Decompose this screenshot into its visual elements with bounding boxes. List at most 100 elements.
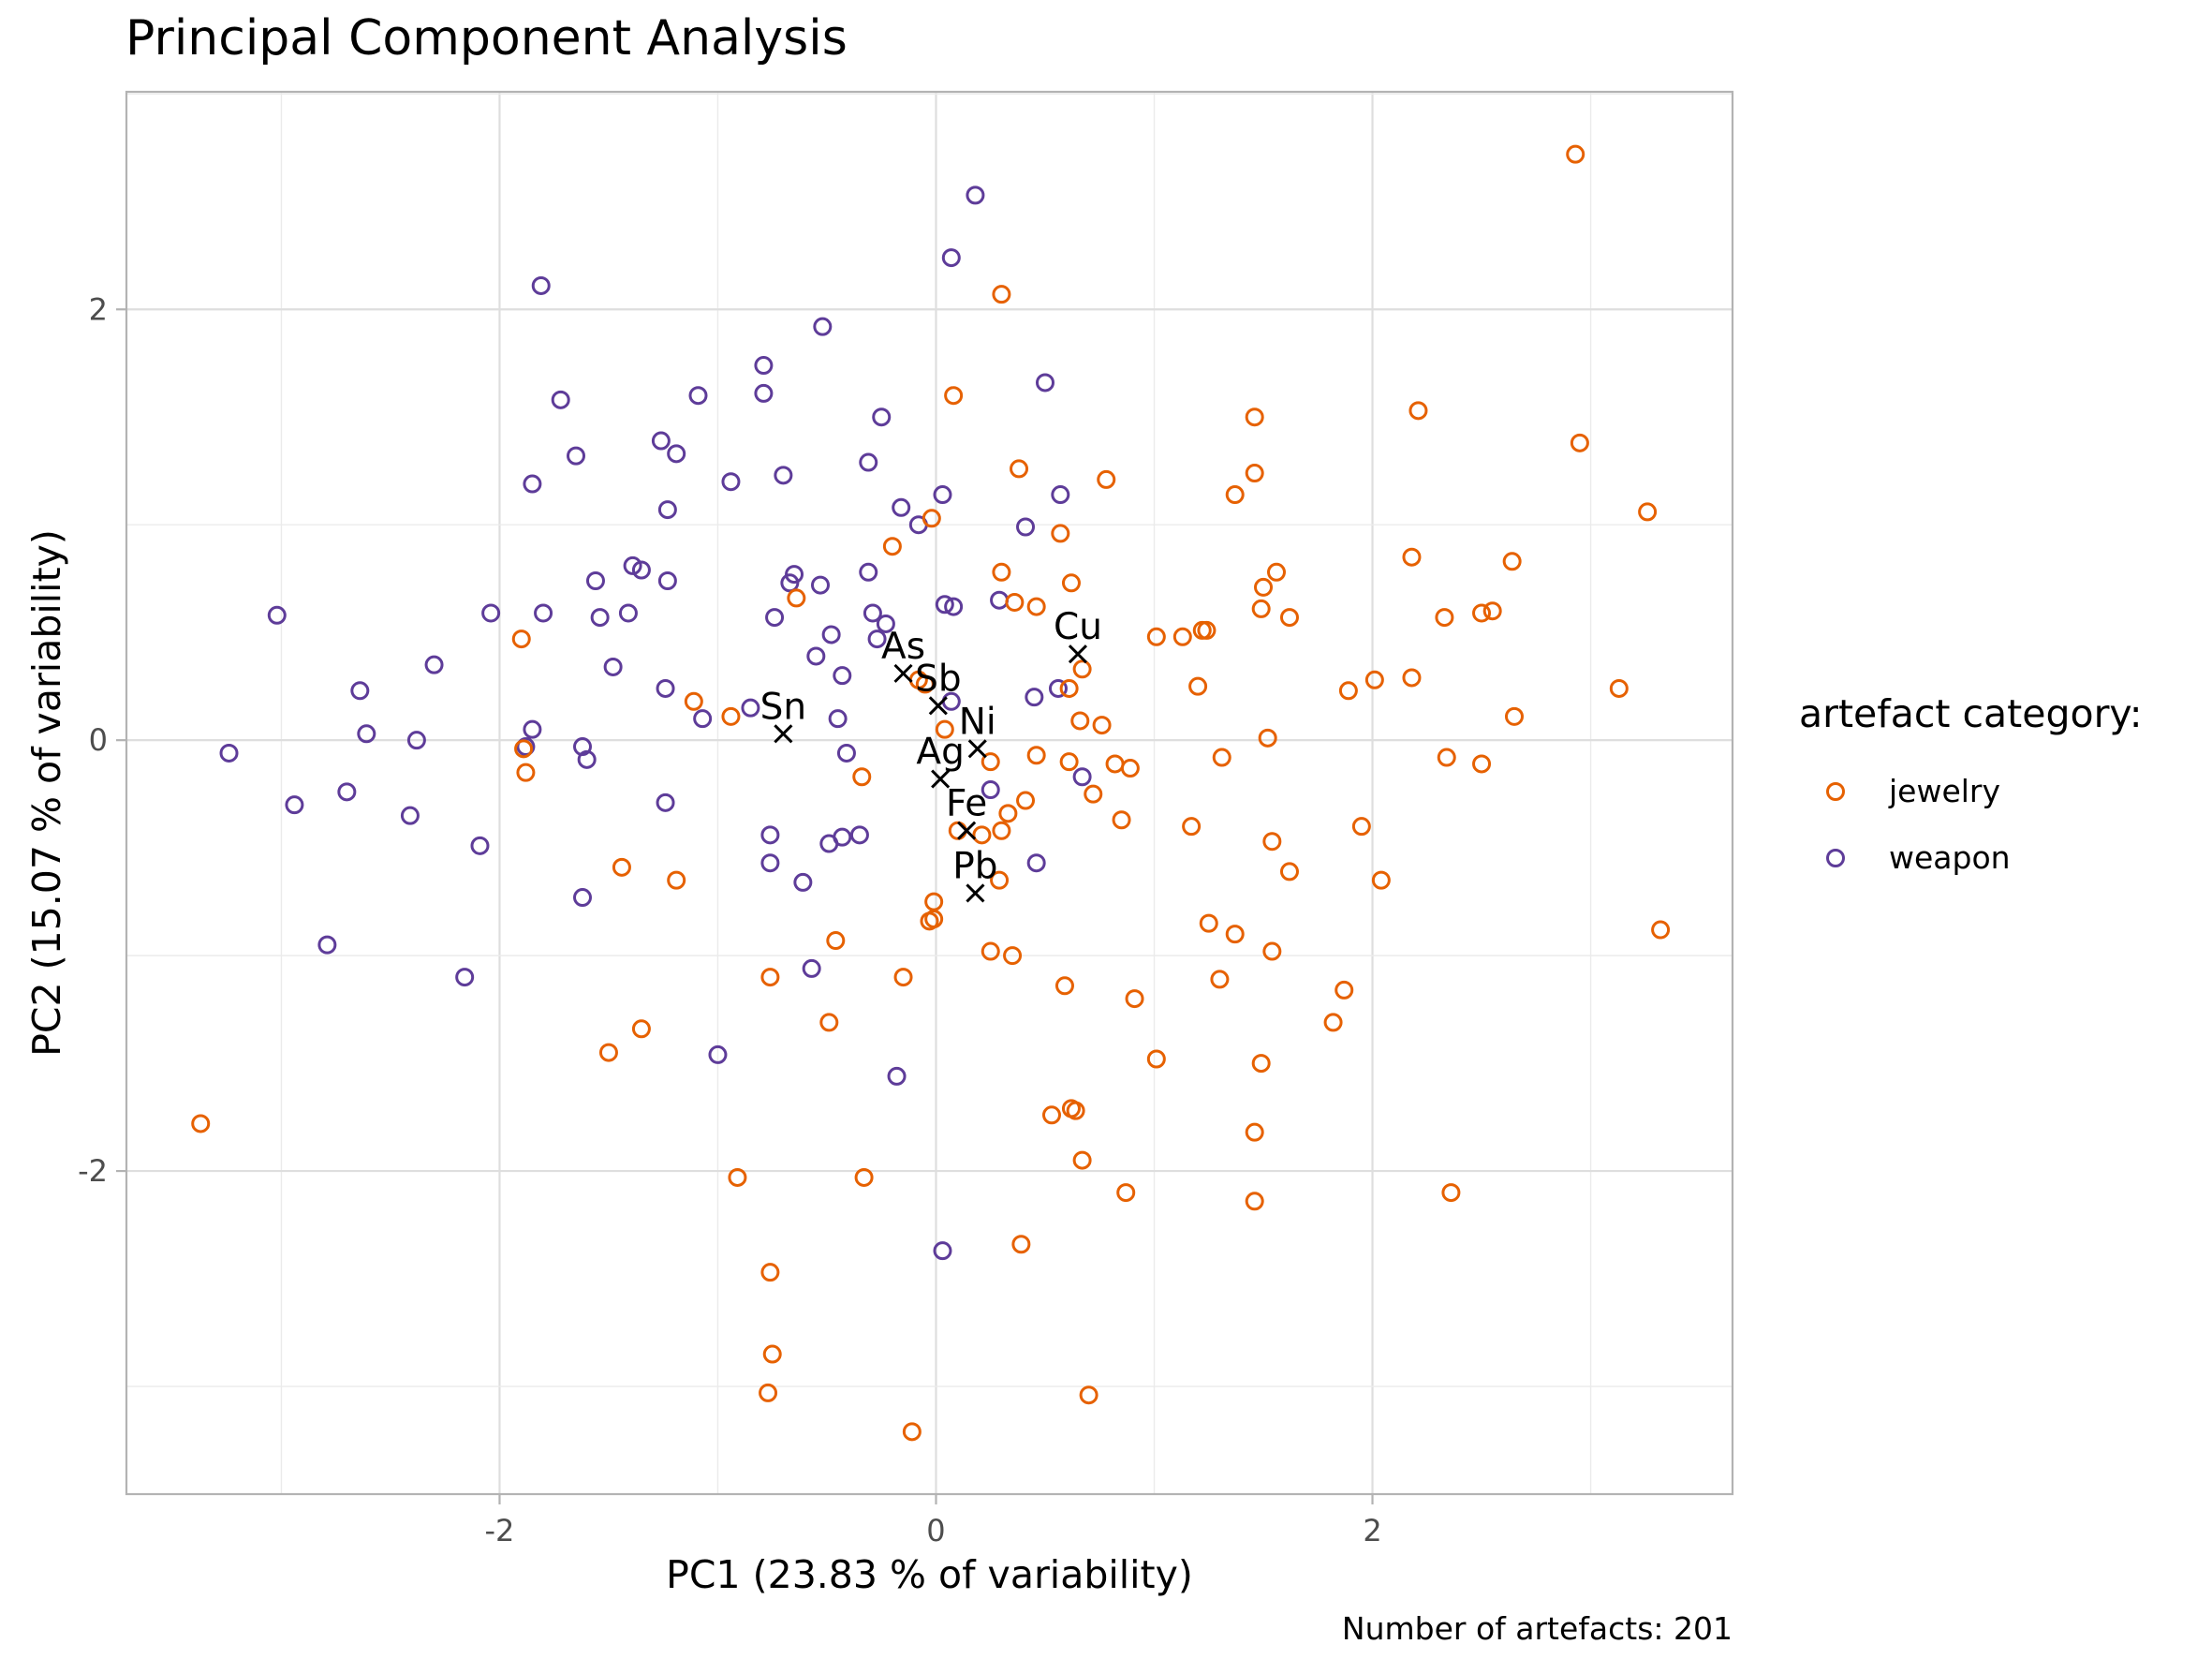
point-jewelry bbox=[1105, 754, 1125, 774]
point-weapon bbox=[357, 724, 376, 744]
point-jewelry bbox=[1188, 676, 1208, 696]
point-weapon bbox=[941, 248, 961, 268]
point-jewelry bbox=[1245, 407, 1264, 427]
point-jewelry bbox=[920, 911, 939, 931]
point-jewelry bbox=[826, 931, 846, 951]
point-jewelry bbox=[1199, 913, 1218, 933]
loading-pb: Pb bbox=[952, 845, 998, 903]
point-weapon bbox=[872, 407, 892, 427]
point-weapon bbox=[523, 719, 542, 739]
point-weapon bbox=[317, 935, 337, 955]
loading-marker bbox=[957, 821, 977, 840]
point-weapon bbox=[481, 603, 501, 623]
point-weapon bbox=[1016, 517, 1036, 537]
point-jewelry bbox=[631, 1019, 651, 1039]
point-weapon bbox=[933, 485, 952, 505]
point-jewelry bbox=[1408, 401, 1428, 421]
point-weapon bbox=[573, 888, 593, 908]
point-jewelry bbox=[760, 968, 780, 987]
point-weapon bbox=[455, 968, 475, 987]
point-weapon bbox=[833, 666, 852, 686]
point-jewelry bbox=[1010, 459, 1029, 479]
point-weapon bbox=[285, 795, 304, 815]
point-jewelry bbox=[1364, 670, 1384, 689]
point-jewelry bbox=[882, 537, 902, 556]
legend-item-jewelry: jewelry bbox=[1826, 773, 2000, 809]
point-weapon bbox=[760, 825, 780, 845]
point-weapon bbox=[585, 570, 605, 590]
point-weapon bbox=[590, 608, 610, 628]
point-weapon bbox=[754, 383, 774, 403]
point-weapon bbox=[867, 630, 887, 649]
point-jewelry bbox=[992, 285, 1011, 304]
point-weapon bbox=[849, 825, 869, 845]
point-jewelry bbox=[1125, 989, 1144, 1009]
point-weapon bbox=[657, 570, 677, 590]
point-jewelry bbox=[1051, 524, 1070, 543]
point-weapon bbox=[688, 386, 708, 406]
point-jewelry bbox=[1251, 599, 1271, 618]
point-weapon bbox=[741, 698, 760, 718]
point-jewelry bbox=[922, 509, 941, 528]
point-weapon bbox=[721, 472, 741, 492]
point-weapon bbox=[1048, 678, 1068, 698]
point-weapon bbox=[708, 1044, 728, 1064]
point-weapon bbox=[577, 749, 597, 769]
point-jewelry bbox=[1651, 920, 1671, 940]
loading-sb: Sb bbox=[915, 658, 962, 716]
point-jewelry bbox=[1279, 862, 1299, 881]
point-jewelry bbox=[598, 1043, 618, 1062]
point-jewelry bbox=[1402, 668, 1422, 688]
point-jewelry bbox=[924, 892, 944, 911]
point-jewelry bbox=[1251, 1054, 1271, 1074]
point-jewelry bbox=[1072, 659, 1092, 679]
point-jewelry bbox=[1041, 1105, 1061, 1125]
point-weapon bbox=[693, 709, 713, 729]
loading-label: Ni bbox=[959, 701, 996, 743]
point-jewelry bbox=[1146, 627, 1166, 646]
loading-sn: Sn bbox=[760, 686, 806, 744]
point-jewelry bbox=[1197, 620, 1217, 640]
point-weapon bbox=[966, 185, 985, 205]
point-weapon bbox=[876, 614, 895, 633]
point-weapon bbox=[819, 834, 839, 853]
point-jewelry bbox=[514, 739, 534, 759]
legend-label-weapon: weapon bbox=[1889, 839, 2011, 876]
legend-label-jewelry: jewelry bbox=[1888, 773, 2000, 809]
point-weapon bbox=[1035, 373, 1054, 393]
point-jewelry bbox=[981, 941, 1000, 961]
loading-marker bbox=[967, 739, 987, 759]
point-jewelry bbox=[992, 821, 1011, 840]
y-tick-label: -2 bbox=[78, 1153, 108, 1189]
point-weapon bbox=[618, 603, 638, 623]
point-jewelry bbox=[1011, 1235, 1031, 1254]
loading-label: Sn bbox=[760, 686, 806, 728]
point-jewelry bbox=[1335, 980, 1354, 1000]
point-weapon bbox=[631, 560, 651, 580]
point-weapon bbox=[828, 709, 848, 729]
loading-fe: Fe bbox=[946, 783, 987, 840]
point-jewelry bbox=[992, 562, 1011, 582]
loading-marker bbox=[1068, 644, 1088, 664]
point-jewelry bbox=[1245, 464, 1264, 483]
loading-marker bbox=[966, 883, 985, 903]
point-jewelry bbox=[1638, 502, 1658, 522]
x-axis-title: PC1 (23.83 % of variability) bbox=[666, 1552, 1193, 1597]
point-weapon bbox=[516, 737, 536, 757]
point-weapon bbox=[859, 452, 878, 472]
point-weapon bbox=[935, 595, 954, 615]
point-weapon bbox=[567, 446, 586, 466]
point-jewelry bbox=[1061, 573, 1081, 593]
point-weapon bbox=[531, 275, 551, 295]
point-weapon bbox=[990, 590, 1010, 610]
point-weapon bbox=[836, 743, 856, 763]
point-jewelry bbox=[762, 1344, 782, 1364]
point-weapon bbox=[933, 1241, 952, 1261]
grid bbox=[126, 92, 1733, 1494]
point-jewelry bbox=[760, 1263, 780, 1282]
legend-item-weapon: weapon bbox=[1826, 839, 2011, 876]
loading-marker bbox=[931, 769, 951, 789]
point-weapon bbox=[424, 655, 444, 674]
point-jewelry bbox=[684, 691, 703, 711]
